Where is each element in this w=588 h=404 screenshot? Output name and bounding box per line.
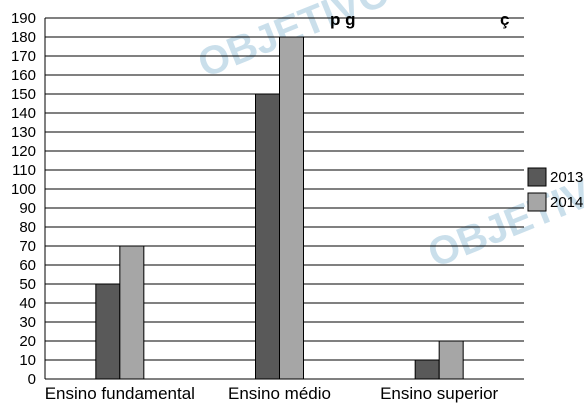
legend-label: 2013 [550,169,583,186]
x-axis-labels: Ensino fundamental Ensino médio Ensino sup… [45,384,499,403]
chart-title-fragment: p g [330,10,356,29]
bar-2013-0 [95,283,121,380]
bar-2013-2 [414,359,440,380]
legend-label: 2014 [550,194,583,211]
y-tick-label: 50 [19,276,36,293]
y-tick-label: 120 [11,143,36,160]
y-tick-label: 20 [19,333,36,350]
x-category-label: Ensino médio [228,384,331,403]
y-tick-label: 140 [11,105,36,122]
watermark-layer: OBJETIVO OBJETIVO [192,0,588,276]
bar-2014-0 [119,245,145,380]
y-tick-label: 70 [19,238,36,255]
y-tick-label: 100 [11,181,36,198]
y-tick-label: 0 [28,371,36,388]
bar-2014-1 [279,36,304,380]
y-tick-label: 80 [19,219,36,236]
y-tick-label: 190 [11,10,36,27]
y-tick-label: 130 [11,124,36,141]
x-category-label: Ensino superior [380,384,498,403]
chart-title-fragment-tail: ç [500,10,509,29]
x-category-label: Ensino fundamental [45,384,195,403]
bar-2013-1 [255,93,280,380]
y-axis: 0 10 20 30 40 50 60 70 80 90 100 110 120 130 140 150 160… [11,10,524,388]
y-tick-label: 30 [19,314,36,331]
bar-2014-2 [438,340,464,380]
y-tick-label: 60 [19,257,36,274]
y-tick-label: 180 [11,29,36,46]
y-tick-label: 90 [19,200,36,217]
y-tick-label: 10 [19,352,36,369]
y-tick-label: 40 [19,295,36,312]
legend-swatch-2014 [527,192,547,212]
y-tick-label: 110 [12,162,36,179]
legend-swatch-2013 [527,167,547,187]
y-tick-label: 170 [11,48,36,65]
legend: 2013 2014 [527,167,583,212]
bars [95,36,464,380]
y-tick-label: 160 [11,67,36,84]
y-tick-label: 150 [11,86,36,103]
